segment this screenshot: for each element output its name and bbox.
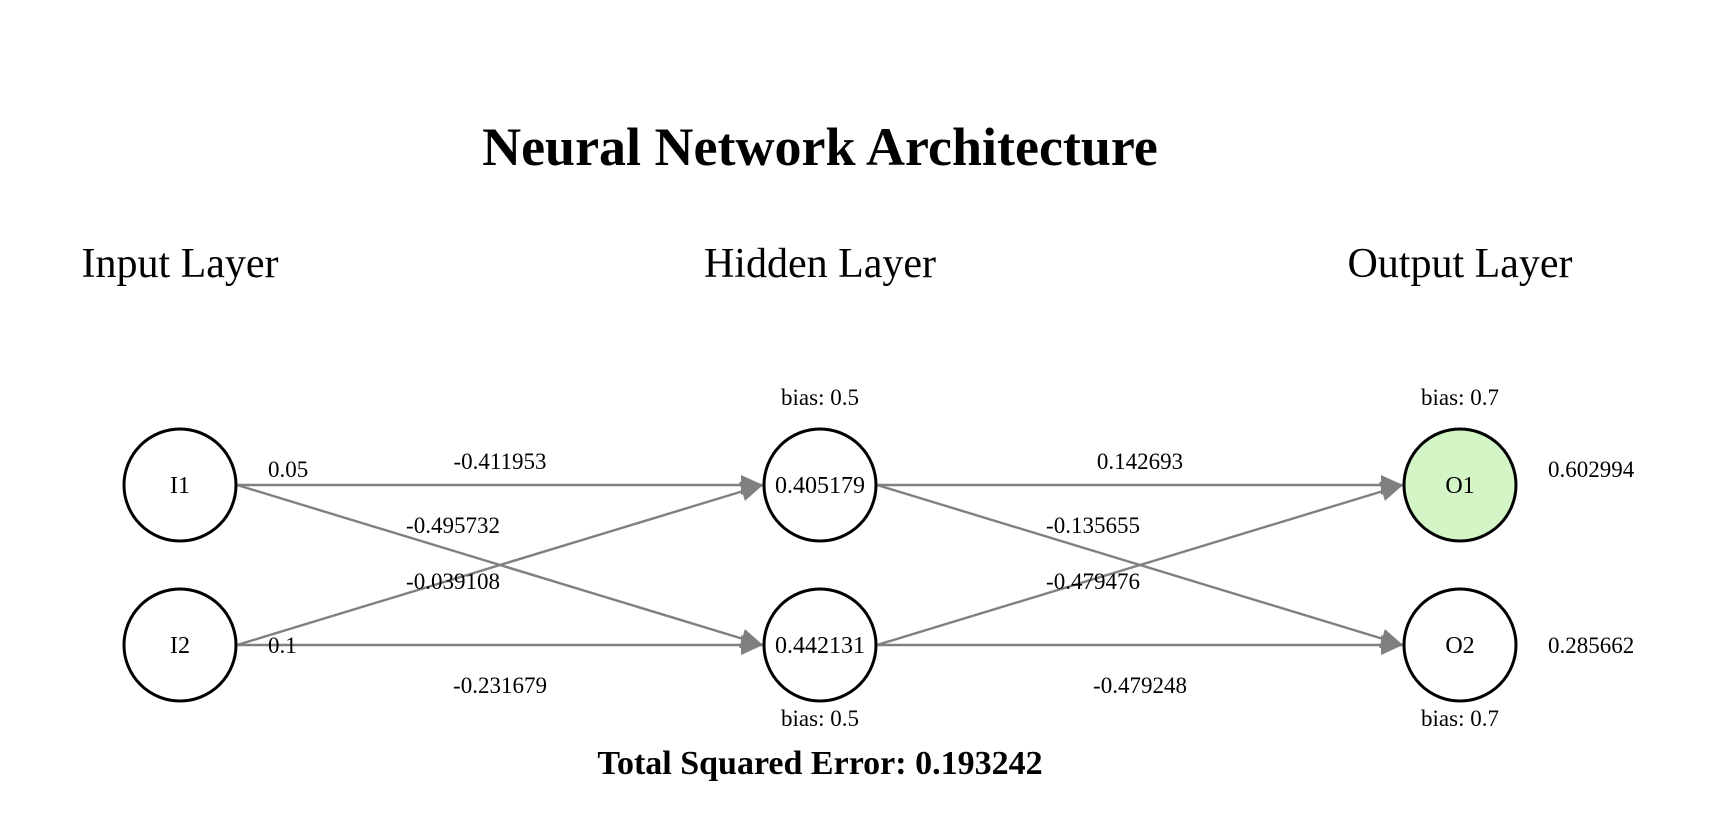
output-node-o1[interactable]: O1 xyxy=(1402,427,1518,543)
output-value-o1: 0.602994 xyxy=(1548,457,1635,482)
hidden-node-h2[interactable]: 0.442131 xyxy=(762,587,878,703)
output-node-o2-label: O2 xyxy=(1445,633,1474,659)
input-node-i1-label: I1 xyxy=(170,473,190,499)
input-node-i1[interactable]: I1 xyxy=(122,427,238,543)
weight-i1-h2: -0.495732 xyxy=(406,513,500,538)
output-o2-bias: bias: 0.7 xyxy=(1421,706,1499,731)
input-node-i2-circle xyxy=(122,587,238,703)
edge-i2-h1 xyxy=(236,481,764,647)
input-node-i2[interactable]: I2 xyxy=(122,587,238,703)
output-node-o1-label: O1 xyxy=(1445,473,1474,499)
input-layer-label: Input Layer xyxy=(81,241,278,287)
hidden-node-h1[interactable]: 0.405179 xyxy=(762,427,878,543)
hidden-h2-bias: bias: 0.5 xyxy=(781,706,859,731)
weight-i2-h1: -0.039108 xyxy=(406,569,500,594)
input-node-i1-circle xyxy=(122,427,238,543)
edge-h2-o1 xyxy=(876,481,1404,647)
weight-i1-h1: -0.411953 xyxy=(453,449,546,474)
hidden-node-h2-label: 0.442131 xyxy=(775,633,865,659)
output-node-o2[interactable]: O2 xyxy=(1402,587,1518,703)
input-value-i1: 0.05 xyxy=(268,457,308,482)
output-value-o2: 0.285662 xyxy=(1548,633,1634,658)
weight-h1-o2: -0.135655 xyxy=(1046,513,1140,538)
weight-h2-o2: -0.479248 xyxy=(1093,673,1187,698)
hidden-node-h1-circle xyxy=(762,427,878,543)
hidden-node-h1-label: 0.405179 xyxy=(775,473,865,499)
input-node-i2-label: I2 xyxy=(170,633,190,659)
weight-h1-o1: 0.142693 xyxy=(1097,449,1183,474)
input-value-i2: 0.1 xyxy=(268,633,297,658)
output-node-o1-circle xyxy=(1402,427,1518,543)
output-node-o2-circle xyxy=(1402,587,1518,703)
output-layer-label: Output Layer xyxy=(1347,241,1572,287)
total-squared-error: Total Squared Error: 0.193242 xyxy=(597,745,1042,782)
hidden-layer-label: Hidden Layer xyxy=(704,241,936,287)
hidden-node-h2-circle xyxy=(762,587,878,703)
diagram-title: Neural Network Architecture xyxy=(482,117,1158,177)
hidden-h1-bias: bias: 0.5 xyxy=(781,385,859,410)
weight-h2-o1: -0.479476 xyxy=(1046,569,1140,594)
output-o1-bias: bias: 0.7 xyxy=(1421,385,1499,410)
weight-i2-h2: -0.231679 xyxy=(453,673,547,698)
